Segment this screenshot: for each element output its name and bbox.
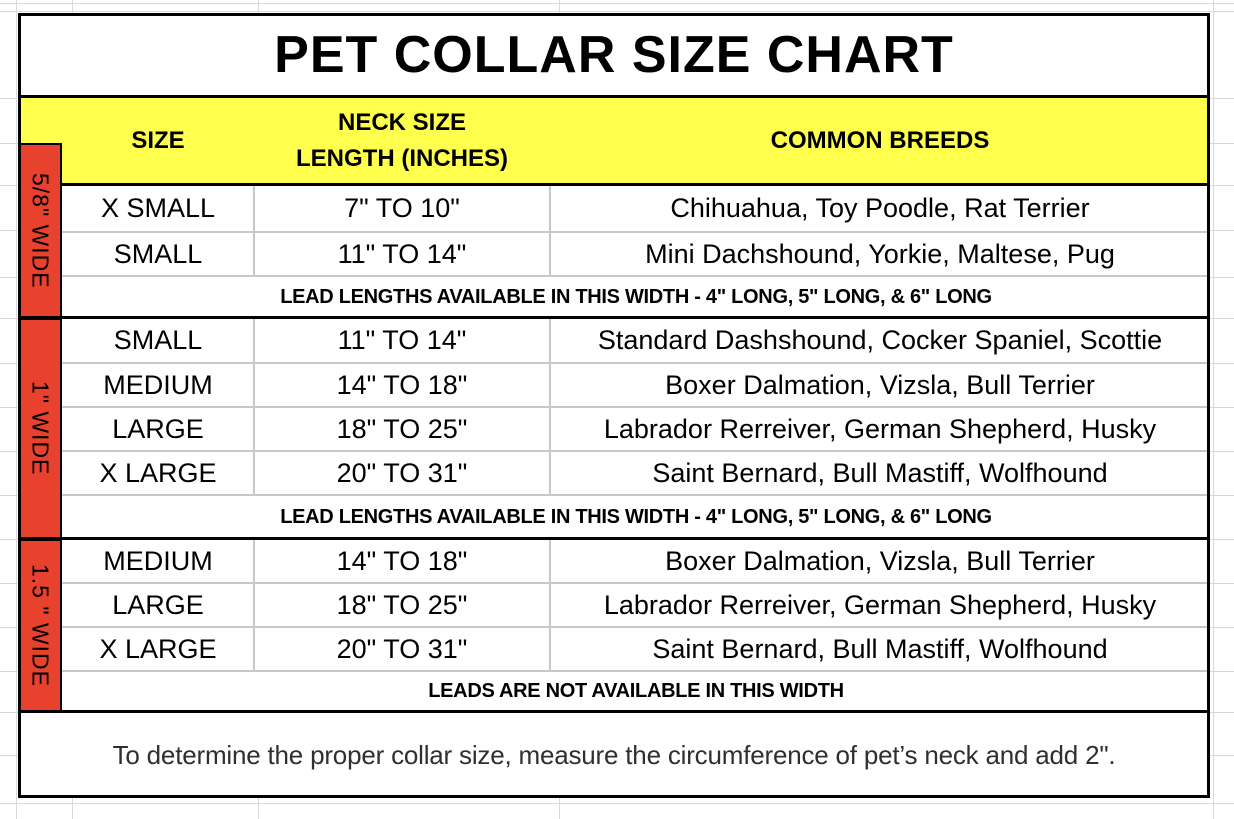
cell-breeds: Boxer Dalmation, Vizsla, Bull Terrier (665, 369, 1095, 400)
cell-neck: 7" TO 10" (344, 193, 460, 223)
cell-breeds: Labrador Rerreiver, German Shepherd, Hus… (603, 413, 1157, 444)
cell-breeds: Mini Dachshound, Yorkie, Maltese, Pug (645, 238, 1115, 269)
column-header-neck-line1: NECK SIZE (337, 109, 466, 136)
cell-size: SMALL (113, 238, 203, 269)
cell-neck: 14" TO 18" (336, 545, 468, 576)
cell-neck: 11" TO 14" (337, 325, 467, 355)
gridline (0, 3, 1234, 4)
cell-size: MEDIUM (103, 545, 213, 576)
cell-breeds: Saint Bernard, Bull Mastiff, Wolfhound (652, 633, 1108, 664)
cell-neck: 18" TO 25" (336, 589, 468, 620)
cell-size: LARGE (112, 413, 204, 444)
cell-neck: 18" TO 25" (336, 413, 468, 444)
width-strip-1-5-label: 1.5 " WIDE (27, 564, 54, 687)
gridline (0, 803, 1234, 804)
cell-size: MEDIUM (103, 369, 213, 400)
cell-neck: 20" TO 31" (336, 633, 468, 664)
cell-breeds: Chihuahua, Toy Poodle, Rat Terrier (670, 193, 1090, 223)
cell-size: LARGE (112, 589, 204, 620)
lead-note-1: LEAD LENGTHS AVAILABLE IN THIS WIDTH - 4… (280, 505, 992, 528)
column-header-neck-line2: LENGTH (INCHES) (296, 145, 508, 172)
cell-neck: 20" TO 31" (336, 457, 468, 488)
lead-note-5-8: LEAD LENGTHS AVAILABLE IN THIS WIDTH - 4… (280, 285, 992, 308)
width-strip-1: 1" WIDE (18, 318, 62, 539)
cell-neck: 14" TO 18" (336, 369, 468, 400)
page-title: PET COLLAR SIZE CHART (274, 26, 954, 84)
cell-size: X LARGE (99, 633, 217, 664)
cell-size: SMALL (113, 325, 203, 355)
cell-breeds: Labrador Rerreiver, German Shepherd, Hus… (603, 589, 1157, 620)
gridline (16, 0, 17, 819)
lead-note-1-5: LEADS ARE NOT AVAILABLE IN THIS WIDTH (428, 680, 844, 702)
header-band (18, 97, 1210, 185)
cell-breeds: Saint Bernard, Bull Mastiff, Wolfhound (652, 457, 1108, 488)
width-strip-1-label: 1" WIDE (27, 381, 54, 476)
width-strip-1-5: 1.5 " WIDE (18, 539, 62, 712)
gridline (1213, 0, 1214, 819)
cell-breeds: Standard Dashshound, Cocker Spaniel, Sco… (597, 325, 1163, 355)
cell-size: X LARGE (99, 457, 217, 488)
gridline (0, 11, 1234, 12)
column-header-neck-size: NECK SIZE LENGTH (INCHES) (254, 97, 550, 185)
cell-neck: 11" TO 14" (337, 238, 467, 269)
footer-note: To determine the proper collar size, mea… (112, 739, 1116, 770)
cell-breeds: Boxer Dalmation, Vizsla, Bull Terrier (665, 545, 1095, 576)
column-header-size: SIZE (131, 127, 185, 154)
width-strip-5-8-label: 5/8" WIDE (27, 172, 54, 289)
width-strip-5-8: 5/8" WIDE (18, 143, 62, 318)
column-header-breeds: COMMON BREEDS (770, 127, 990, 154)
cell-size: X SMALL (100, 193, 216, 223)
